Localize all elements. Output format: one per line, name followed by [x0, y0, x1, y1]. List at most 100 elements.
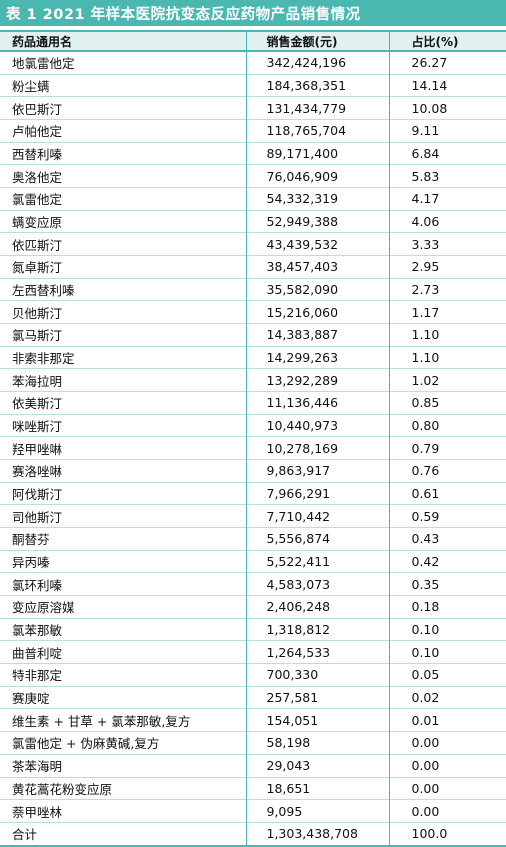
drug-name-cell: 氯马斯汀	[12, 328, 63, 344]
share-cell: 1.17	[388, 300, 506, 324]
sales-amount-cell: 5,556,874	[245, 527, 389, 551]
share-cell: 0.43	[388, 527, 506, 551]
table-row: 司他斯汀 7,710,442 0.59	[0, 504, 506, 528]
share-cell: 0.59	[388, 504, 506, 528]
table-row: 依美斯汀 11,136,446 0.85	[0, 391, 506, 415]
table-row: 粉尘螨 184,368,351 14.14	[0, 74, 506, 97]
drug-name-cell: 氯雷他定 + 伪麻黄碱,复方	[12, 736, 160, 752]
drug-name-cell: 萘甲唑林	[12, 804, 63, 820]
table-row: 赛庚啶 257,581 0.02	[0, 686, 506, 709]
table-row: 氯环利嗪 4,583,073 0.35	[0, 572, 506, 596]
drug-name-cell: 异丙嗪	[12, 555, 50, 571]
drug-name-cell: 奥洛他定	[12, 169, 63, 185]
sales-amount-cell: 89,171,400	[245, 142, 389, 165]
drug-name-cell: 变应原溶媒	[12, 600, 75, 616]
share-cell: 1.02	[388, 368, 506, 392]
sales-amount-cell: 9,863,917	[245, 459, 389, 483]
share-cell: 0.76	[388, 459, 506, 483]
drug-name-cell: 粉尘螨	[12, 79, 50, 94]
sales-amount-cell: 38,457,403	[245, 255, 389, 279]
table-row: 酮替芬 5,556,874 0.43	[0, 527, 506, 551]
share-cell: 0.42	[388, 550, 506, 573]
sales-amount-cell: 15,216,060	[245, 300, 389, 324]
table-row: 依匹斯汀 43,439,532 3.33	[0, 232, 506, 256]
share-cell: 3.33	[388, 232, 506, 256]
drug-name-cell: 贝他斯汀	[12, 305, 63, 321]
sales-amount-cell: 131,434,779	[245, 96, 389, 120]
share-cell: 0.02	[388, 686, 506, 709]
share-cell: 0.00	[388, 799, 506, 823]
drug-name-cell: 氯苯那敏	[12, 623, 63, 639]
share-cell: 0.10	[388, 618, 506, 641]
share-cell: 0.18	[388, 595, 506, 619]
sales-amount-cell: 14,299,263	[245, 346, 389, 369]
table-row: 维生素 + 甘草 + 氯苯那敏,复方 154,051 0.01	[0, 708, 506, 732]
drug-name-cell: 非索非那定	[12, 351, 75, 367]
table-header: 药品通用名 销售金额(元) 占比(%)	[0, 31, 506, 51]
sales-amount-cell: 2,406,248	[245, 595, 389, 619]
sales-amount-cell: 11,136,446	[245, 391, 389, 415]
table-body: 地氯雷他定 342,424,196 26.27 粉尘螨 184,368,351 14.14…	[0, 51, 506, 846]
sales-amount-cell: 342,424,196	[245, 51, 389, 75]
sales-amount-cell: 54,332,319	[245, 187, 389, 211]
table-row: 萘甲唑林 9,095 0.00	[0, 799, 506, 823]
sales-amount-cell: 10,440,973	[245, 414, 389, 437]
table-row: 茶苯海明 29,043 0.00	[0, 754, 506, 777]
table-row: 依巴斯汀 131,434,779 10.08	[0, 96, 506, 120]
total-label: 合计	[12, 827, 38, 843]
drug-name-cell: 曲普利啶	[12, 645, 63, 661]
drug-name-cell: 赛洛唑啉	[12, 464, 63, 480]
drug-name-cell: 依匹斯汀	[12, 237, 63, 253]
drug-name-cell: 黄花蒿花粉变应原	[12, 781, 113, 797]
drug-name-cell: 氯雷他定	[12, 192, 63, 208]
sales-amount-cell: 35,582,090	[245, 278, 389, 301]
table-row: 特非那定 700,330 0.05	[0, 663, 506, 687]
header-drug-name: 药品通用名	[12, 34, 73, 49]
share-cell: 0.35	[388, 572, 506, 596]
sales-table: 药品通用名 销售金额(元) 占比(%) 地氯雷他定 342,424,196 26.2…	[0, 30, 506, 847]
sales-amount-cell: 18,651	[245, 777, 389, 800]
share-cell: 2.73	[388, 278, 506, 301]
total-row: 合计 1,303,438,708 100.0	[0, 822, 506, 846]
table-row: 卢帕他定 118,765,704 9.11	[0, 119, 506, 143]
share-cell: 0.79	[388, 436, 506, 460]
sales-amount-cell: 58,198	[245, 731, 389, 755]
share-cell: 1.10	[388, 346, 506, 369]
drug-name-cell: 依巴斯汀	[12, 101, 63, 117]
table-row: 氮卓斯汀 38,457,403 2.95	[0, 255, 506, 279]
sales-amount-cell: 29,043	[245, 754, 389, 777]
drug-name-cell: 赛庚啶	[12, 691, 50, 707]
drug-name-cell: 阿伐斯汀	[12, 487, 63, 503]
table-row: 赛洛唑啉 9,863,917 0.76	[0, 459, 506, 483]
table-row: 羟甲唑啉 10,278,169 0.79	[0, 436, 506, 460]
drug-name-cell: 氮卓斯汀	[12, 260, 63, 276]
table-row: 氯马斯汀 14,383,887 1.10	[0, 323, 506, 347]
sales-amount-cell: 257,581	[245, 686, 389, 709]
share-cell: 4.06	[388, 210, 506, 233]
drug-name-cell: 司他斯汀	[12, 509, 63, 525]
table-row: 异丙嗪 5,522,411 0.42	[0, 550, 506, 573]
sales-amount-cell: 7,710,442	[245, 504, 389, 528]
sales-amount-cell: 76,046,909	[245, 164, 389, 188]
table-row: 阿伐斯汀 7,966,291 0.61	[0, 482, 506, 505]
sales-amount-cell: 9,095	[245, 799, 389, 823]
share-cell: 5.83	[388, 164, 506, 188]
sales-amount-cell: 700,330	[245, 663, 389, 687]
share-cell: 0.10	[388, 640, 506, 664]
share-cell: 0.01	[388, 708, 506, 732]
share-cell: 0.61	[388, 482, 506, 505]
share-cell: 0.00	[388, 777, 506, 800]
drug-name-cell: 西替利嗪	[12, 147, 63, 163]
share-cell: 4.17	[388, 187, 506, 211]
sales-amount-cell: 43,439,532	[245, 232, 389, 256]
share-cell: 0.80	[388, 414, 506, 437]
share-cell: 6.84	[388, 142, 506, 165]
drug-name-cell: 卢帕他定	[12, 124, 63, 140]
drug-name-cell: 维生素 + 甘草 + 氯苯那敏,复方	[12, 713, 191, 729]
drug-name-cell: 地氯雷他定	[12, 56, 75, 72]
drug-name-cell: 咪唑斯汀	[12, 419, 63, 435]
drug-name-cell: 苯海拉明	[12, 373, 63, 389]
table-row: 奥洛他定 76,046,909 5.83	[0, 164, 506, 188]
sales-amount-cell: 52,949,388	[245, 210, 389, 233]
